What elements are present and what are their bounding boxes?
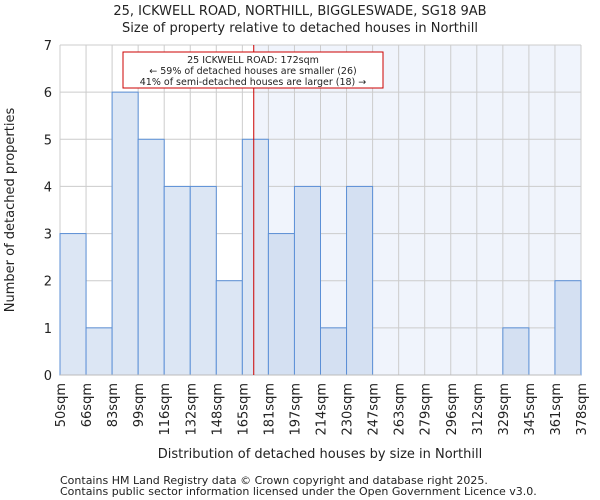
y-axis-label: Number of detached properties bbox=[3, 108, 18, 313]
x-tick-label: 329sqm bbox=[497, 383, 512, 436]
y-tick-label: 7 bbox=[44, 39, 52, 54]
x-tick-label: 197sqm bbox=[288, 383, 303, 436]
y-tick-label: 2 bbox=[44, 275, 52, 290]
x-tick-label: 50sqm bbox=[54, 383, 69, 427]
histogram-bar bbox=[267, 233, 295, 376]
y-tick-label: 1 bbox=[44, 322, 52, 337]
histogram-bar bbox=[241, 138, 269, 376]
histogram-bar bbox=[59, 233, 87, 376]
y-tick-label: 5 bbox=[44, 133, 52, 148]
x-tick-label: 296sqm bbox=[445, 383, 460, 436]
histogram-bar bbox=[111, 91, 139, 376]
histogram-bar bbox=[502, 327, 530, 376]
x-tick-label: 66sqm bbox=[80, 383, 95, 427]
histogram-bar bbox=[554, 280, 582, 376]
annotation-line: 41% of semi-detached houses are larger (… bbox=[140, 77, 367, 88]
chart-title: 25, ICKWELL ROAD, NORTHILL, BIGGLESWADE,… bbox=[113, 4, 486, 19]
footer-line-2: Contains public sector information licen… bbox=[60, 485, 537, 498]
x-tick-label: 345sqm bbox=[523, 383, 538, 436]
x-tick-label: 83sqm bbox=[106, 383, 121, 427]
x-tick-label: 230sqm bbox=[341, 383, 356, 436]
x-tick-label: 99sqm bbox=[132, 383, 147, 427]
histogram-bar bbox=[85, 327, 113, 376]
y-tick-label: 4 bbox=[44, 180, 52, 195]
histogram-bar bbox=[137, 138, 165, 376]
annotation-box bbox=[122, 51, 384, 89]
annotation-line: 25 ICKWELL ROAD: 172sqm bbox=[187, 55, 319, 66]
annotation-line: ← 59% of detached houses are smaller (26… bbox=[149, 66, 356, 77]
x-tick-label: 312sqm bbox=[471, 383, 486, 436]
x-tick-label: 263sqm bbox=[393, 383, 408, 436]
x-tick-label: 378sqm bbox=[575, 383, 590, 436]
histogram-bar bbox=[320, 327, 348, 376]
histogram-bar bbox=[215, 280, 243, 376]
x-tick-label: 214sqm bbox=[315, 383, 330, 436]
x-tick-label: 279sqm bbox=[419, 383, 434, 436]
x-axis-label: Distribution of detached houses by size … bbox=[158, 447, 482, 462]
x-tick-label: 247sqm bbox=[367, 383, 382, 436]
x-tick-label: 165sqm bbox=[236, 383, 251, 436]
histogram-bar bbox=[346, 185, 374, 376]
x-tick-label: 181sqm bbox=[262, 383, 277, 436]
footer-line-1: Contains HM Land Registry data © Crown c… bbox=[60, 474, 488, 487]
histogram-bar bbox=[293, 185, 322, 376]
histogram-bar bbox=[163, 185, 191, 376]
y-tick-label: 3 bbox=[44, 228, 52, 243]
x-tick-label: 116sqm bbox=[158, 383, 173, 436]
x-tick-label: 361sqm bbox=[549, 383, 564, 436]
y-tick-label: 0 bbox=[44, 369, 52, 384]
chart-subtitle: Size of property relative to detached ho… bbox=[122, 21, 478, 36]
y-tick-label: 6 bbox=[44, 86, 52, 101]
x-tick-label: 132sqm bbox=[184, 383, 199, 436]
x-tick-label: 148sqm bbox=[210, 383, 225, 436]
histogram-bar bbox=[189, 185, 217, 376]
